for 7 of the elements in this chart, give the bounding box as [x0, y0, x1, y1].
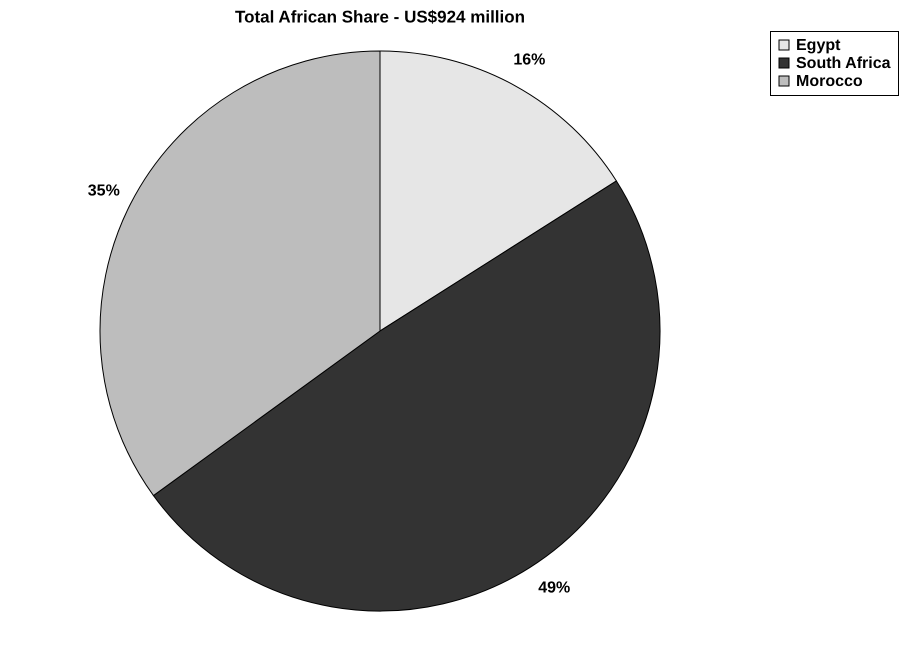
data-label: 35%	[88, 182, 120, 200]
legend-label: South Africa	[796, 55, 891, 72]
chart-title: Total African Share - US$924 million	[234, 8, 526, 26]
data-label: 49%	[538, 579, 570, 596]
legend-label: Morocco	[796, 73, 863, 90]
legend-label: Egypt	[796, 37, 842, 54]
data-label: 16%	[513, 51, 546, 68]
